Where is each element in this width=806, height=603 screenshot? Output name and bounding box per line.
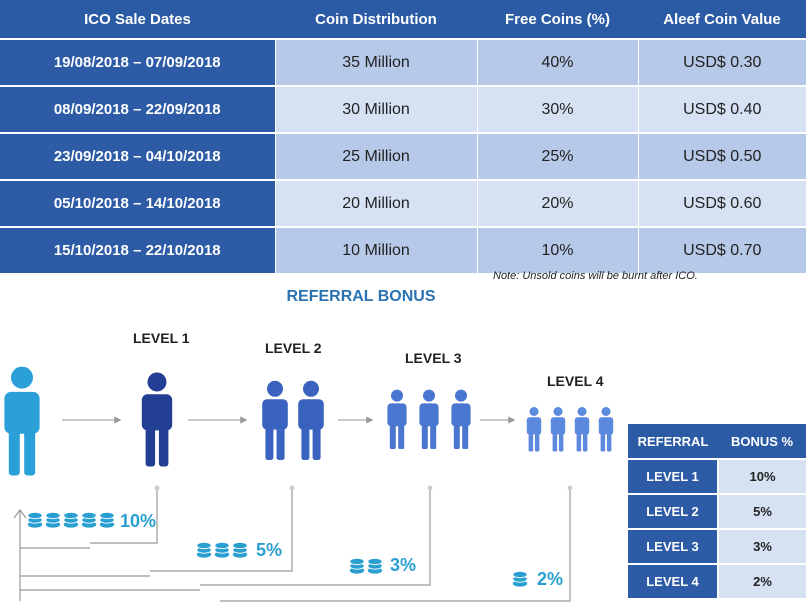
sale-date-cell: 15/10/2018 – 22/10/2018 [0,226,275,273]
header-coin-distribution: Coin Distribution [275,0,477,39]
distribution-cell: 35 Million [274,38,477,86]
referral-table-header-row: REFERRAL BONUS % [628,424,806,459]
referral-level-cell: LEVEL 3 [628,528,718,564]
coin-value-cell: USD$ 0.70 [637,226,806,273]
table-row: 05/10/2018 – 14/10/2018 20 Million 20% U… [0,179,806,227]
table-row: LEVEL 2 5% [628,493,806,529]
bonus-cell: 2% [717,563,806,598]
coin-stack-icon [196,541,248,559]
bonus-cell: 10% [717,458,806,494]
coin-stack-icon [27,511,115,529]
coin-value-cell: USD$ 0.50 [637,132,806,180]
header-bonus: BONUS % [718,424,806,459]
coin-stack-icon [349,557,383,575]
header-free-coins: Free Coins (%) [477,0,638,39]
distribution-cell: 25 Million [274,132,477,180]
coin-value-cell: USD$ 0.30 [637,38,806,86]
referral-level-cell: LEVEL 2 [628,493,718,529]
table-row: 23/09/2018 – 04/10/2018 25 Million 25% U… [0,132,806,180]
free-coins-cell: 30% [476,85,638,133]
referral-bonus-table: REFERRAL BONUS % LEVEL 1 10% LEVEL 2 5% … [628,424,806,598]
free-coins-cell: 40% [476,38,638,86]
unsold-coins-note: Note: Unsold coins will be burnt after I… [493,270,698,282]
free-coins-cell: 25% [476,132,638,180]
level-4-percent: 2% [537,569,564,589]
level-3-percent: 3% [390,555,417,575]
sale-date-cell: 23/09/2018 – 04/10/2018 [0,132,275,180]
referral-level-cell: LEVEL 4 [628,563,718,598]
table-row: 19/08/2018 – 07/09/2018 35 Million 40% U… [0,38,806,86]
level-1-percent: 10% [120,511,157,531]
header-referral: REFERRAL [628,424,718,459]
table-row: LEVEL 3 3% [628,528,806,564]
distribution-cell: 20 Million [274,179,477,227]
level-2-label: LEVEL 2 [265,340,322,356]
ico-sale-table: ICO Sale Dates Coin Distribution Free Co… [0,0,806,273]
level-4-person-icons [526,406,614,452]
table-row: 08/09/2018 – 22/09/2018 30 Million 30% U… [0,85,806,133]
level-1-label: LEVEL 1 [133,330,190,346]
level-1-person-icon [141,372,173,467]
free-coins-cell: 10% [476,226,638,273]
table-row: 15/10/2018 – 22/10/2018 10 Million 10% U… [0,226,806,273]
table-row: LEVEL 1 10% [628,458,806,494]
level-3-person-icons [387,389,471,449]
table-row: LEVEL 4 2% [628,563,806,598]
sale-date-cell: 05/10/2018 – 14/10/2018 [0,179,275,227]
distribution-cell: 10 Million [274,226,477,273]
level-2-percent: 5% [256,540,283,560]
sale-date-cell: 08/09/2018 – 22/09/2018 [0,85,275,133]
coin-stack-icon [512,570,528,588]
distribution-cell: 30 Million [274,85,477,133]
coin-value-cell: USD$ 0.40 [637,85,806,133]
root-person-icon [4,366,40,476]
bonus-cell: 3% [717,528,806,564]
level-4-label: LEVEL 4 [547,373,604,389]
header-coin-value: Aleef Coin Value [638,0,806,39]
header-sale-dates: ICO Sale Dates [0,0,275,39]
sale-date-cell: 19/08/2018 – 07/09/2018 [0,38,275,86]
level-3-label: LEVEL 3 [405,350,462,366]
level-2-person-icons [262,380,324,460]
ico-table-header-row: ICO Sale Dates Coin Distribution Free Co… [0,0,806,39]
referral-level-cell: LEVEL 1 [628,458,718,494]
bonus-cell: 5% [717,493,806,529]
free-coins-cell: 20% [476,179,638,227]
coin-value-cell: USD$ 0.60 [637,179,806,227]
bonus-return-lines [13,485,573,602]
referral-bonus-title: REFERRAL BONUS [286,288,436,305]
